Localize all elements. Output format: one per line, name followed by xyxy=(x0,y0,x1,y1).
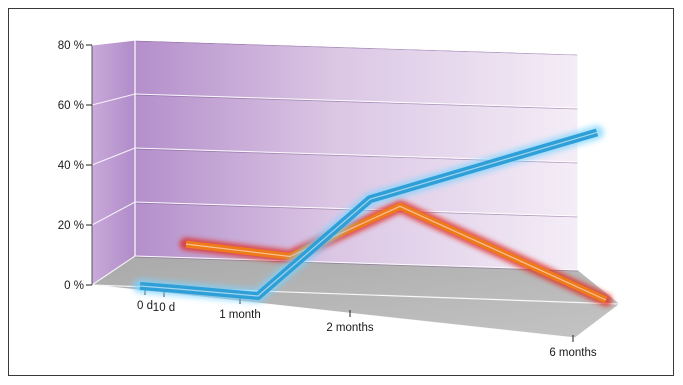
gridline-left-wall xyxy=(91,255,136,286)
series-ribbons xyxy=(133,125,613,307)
gridline-right xyxy=(577,269,621,305)
x-tick-label: 1 month xyxy=(219,309,261,321)
gridline-shadow xyxy=(134,256,579,272)
gridline-left-wall xyxy=(91,147,136,166)
gridline-left-wall xyxy=(91,201,136,226)
x-tick-label: 2 months xyxy=(326,322,374,334)
top-left-edge xyxy=(91,39,136,46)
y-tick-label: 80 % xyxy=(58,40,84,52)
top-right-edge xyxy=(577,53,621,89)
top-back-edge xyxy=(134,39,579,55)
left-wall xyxy=(92,40,135,285)
gridline-back-wall xyxy=(134,93,579,109)
x-axis: 0 d 10 d 1 month 2 months 6 months xyxy=(137,288,597,359)
gridline-shadow xyxy=(134,94,579,110)
y-tick-label: 0 % xyxy=(64,280,84,292)
series-orange-highlight xyxy=(185,205,607,301)
floor-front-edge xyxy=(91,284,622,339)
gridline-right xyxy=(577,161,621,197)
x-tick-label: 6 months xyxy=(549,347,597,359)
gridline-right xyxy=(577,107,621,143)
gridline-left-wall xyxy=(91,93,136,106)
series-blue-highlight xyxy=(139,131,598,297)
floor xyxy=(92,256,620,338)
x-tick-label: 10 d xyxy=(153,302,175,314)
x-tick-label: 0 d xyxy=(137,300,153,312)
gridline-right xyxy=(577,215,621,251)
gridline-back-wall xyxy=(134,255,579,271)
gridline-shadow xyxy=(134,40,579,56)
y-axis: 0 % 20 % 40 % 60 % 80 % xyxy=(58,40,92,292)
y-tick-label: 60 % xyxy=(58,100,84,112)
y-tick-label: 40 % xyxy=(58,160,84,172)
y-tick-label: 20 % xyxy=(58,220,84,232)
